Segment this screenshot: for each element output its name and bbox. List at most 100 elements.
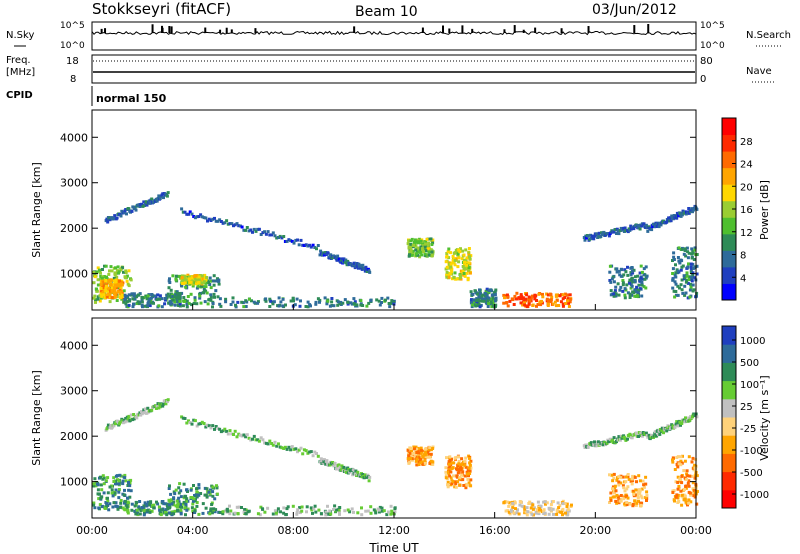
echo-cell <box>96 295 100 299</box>
echo-cell <box>127 293 131 297</box>
echo-cell <box>690 474 694 478</box>
echo-cell <box>551 507 555 511</box>
echo-cell <box>337 508 341 512</box>
echo-cell <box>444 476 448 480</box>
echo-cell <box>544 502 547 506</box>
echo-cell <box>419 458 423 462</box>
echo-cell <box>511 501 515 505</box>
echo-cell <box>245 433 249 437</box>
echo-cell <box>427 253 431 257</box>
echo-cell <box>478 288 481 292</box>
echo-cell <box>618 288 622 292</box>
echo-cell <box>671 456 675 460</box>
echo-cell <box>216 295 220 299</box>
echo-cell <box>695 291 699 295</box>
echo-cell <box>364 509 368 513</box>
echo-cell <box>611 479 615 483</box>
echo-cell <box>360 513 364 517</box>
echo-cell <box>302 244 306 247</box>
echo-cell <box>367 269 371 273</box>
echo-cell <box>344 258 348 262</box>
echo-cell <box>459 247 462 251</box>
echo-cell <box>695 474 699 478</box>
echo-cell <box>380 301 383 304</box>
echo-cell <box>170 498 173 502</box>
echo-cell <box>693 276 697 280</box>
colorbar-segment <box>722 344 736 363</box>
echo-cell <box>247 436 251 440</box>
echo-cell <box>339 260 343 264</box>
echo-cell <box>257 439 261 443</box>
echo-cell <box>445 265 449 269</box>
echo-cell <box>238 224 242 228</box>
echo-cell <box>181 304 185 308</box>
echo-cell <box>546 293 550 297</box>
echo-cell <box>215 486 219 490</box>
echo-cell <box>561 304 565 308</box>
echo-cell <box>426 243 430 247</box>
echo-cell <box>636 274 640 278</box>
echo-cell <box>101 291 105 295</box>
echo-cell <box>338 465 342 469</box>
echo-cell <box>557 506 561 510</box>
echo-cell <box>299 299 302 303</box>
echo-cell <box>316 244 320 247</box>
echo-cell <box>685 279 689 282</box>
echo-cell <box>667 425 671 429</box>
echo-cell <box>207 424 211 428</box>
echo-cell <box>184 278 188 282</box>
echo-cell <box>112 476 116 480</box>
echo-cell <box>145 504 149 508</box>
echo-cell <box>252 300 256 304</box>
echo-cell <box>165 194 169 198</box>
echo-cell <box>422 453 426 457</box>
echo-cell <box>644 265 648 269</box>
echo-cell <box>168 281 172 284</box>
echo-cell <box>448 272 452 276</box>
noise-panel-frame <box>91 21 697 51</box>
echo-cell <box>121 421 125 425</box>
echo-cell <box>249 228 253 232</box>
echo-cell <box>101 268 104 271</box>
echo-cell <box>672 258 676 261</box>
echo-cell <box>116 281 120 285</box>
echo-cell <box>464 465 468 469</box>
echo-cell <box>686 474 690 478</box>
echo-cell <box>223 509 227 513</box>
echo-cell <box>195 274 199 277</box>
echo-cell <box>178 482 182 486</box>
echo-cell <box>687 455 691 459</box>
echo-cell <box>338 302 342 306</box>
echo-cell <box>641 479 645 483</box>
echo-cell <box>169 299 173 303</box>
echo-cell <box>141 305 144 309</box>
echo-cell <box>424 455 428 459</box>
echo-cell <box>140 506 144 509</box>
echo-cell <box>429 459 433 463</box>
echo-cell <box>172 497 176 501</box>
echo-cell <box>101 284 105 288</box>
echo-cell <box>633 275 637 279</box>
echo-cell <box>457 459 461 463</box>
echo-cell <box>410 446 413 450</box>
echo-cell <box>632 492 636 496</box>
echo-cell <box>653 225 657 228</box>
echo-cell <box>118 290 122 294</box>
echo-cell <box>148 201 152 205</box>
echo-cell <box>695 502 699 506</box>
echo-cell <box>203 289 207 293</box>
echo-cell <box>459 468 463 472</box>
echo-cell <box>131 418 135 422</box>
echo-cell <box>513 501 517 505</box>
echo-cell <box>131 305 135 309</box>
echo-cell <box>145 510 149 514</box>
echo-cell <box>309 245 313 249</box>
echo-cell <box>174 278 178 282</box>
echo-cell <box>613 491 616 495</box>
echo-cell <box>539 303 543 307</box>
echo-cell <box>350 507 354 511</box>
echo-cell <box>316 454 320 458</box>
echo-cell <box>686 265 690 269</box>
echo-cell <box>121 419 125 423</box>
